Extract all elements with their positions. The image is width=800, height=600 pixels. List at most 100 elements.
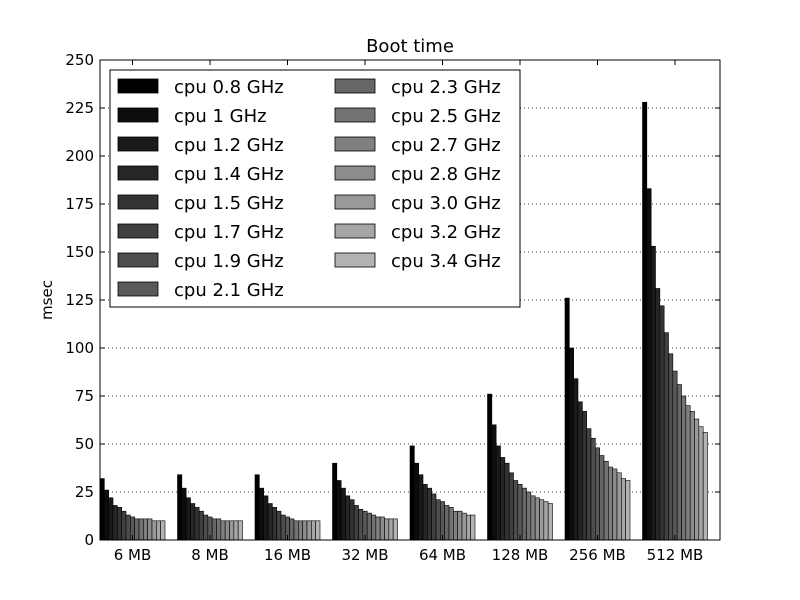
x-tick-label: 32 MB: [341, 546, 388, 564]
bar: [495, 445, 501, 541]
bar: [694, 418, 700, 541]
legend-swatch: [334, 136, 376, 152]
bar: [117, 507, 122, 541]
legend-swatch: [334, 252, 376, 268]
bar: [388, 518, 394, 541]
bar: [147, 518, 153, 541]
bar: [608, 466, 613, 541]
y-tick-label: 150: [65, 243, 94, 261]
y-tick-label: 125: [65, 291, 94, 309]
bar: [349, 499, 355, 541]
bar: [508, 472, 514, 541]
legend-swatch: [334, 223, 376, 239]
legend-label: cpu 1.2 GHz: [174, 135, 284, 156]
bar: [526, 491, 532, 541]
bar: [276, 510, 282, 541]
legend-swatch: [117, 223, 159, 239]
bar: [177, 474, 183, 541]
legend-swatch: [117, 107, 159, 123]
bar: [220, 520, 226, 541]
legend-label: cpu 2.7 GHz: [391, 135, 501, 156]
legend-swatch: [117, 136, 159, 152]
bar: [422, 484, 428, 541]
bar: [689, 411, 695, 541]
bar: [375, 516, 381, 541]
bar: [229, 520, 235, 541]
y-tick-label: 100: [65, 339, 94, 357]
legend-swatch: [117, 78, 159, 94]
bar: [517, 484, 523, 541]
bar: [99, 478, 105, 541]
x-tick-label: 64 MB: [419, 546, 466, 564]
x-tick-label: 512 MB: [647, 546, 704, 564]
x-tick-label: 8 MB: [191, 546, 229, 564]
bar: [621, 478, 626, 541]
bar: [444, 505, 450, 541]
bar: [289, 518, 295, 541]
legend-label: cpu 0.8 GHz: [174, 77, 284, 98]
bar: [181, 487, 187, 541]
y-tick-label: 75: [75, 387, 94, 405]
bar: [603, 460, 609, 541]
bar: [569, 347, 574, 541]
y-tick-label: 225: [65, 99, 94, 117]
axis-ticks: 0 25 50 75 100 125 150 175 200 225 250 6 MB 8 MB 16 M…: [65, 51, 720, 564]
bar: [138, 518, 144, 541]
bar: [698, 426, 704, 541]
bar: [409, 445, 415, 541]
bar: [668, 353, 674, 541]
bar: [573, 378, 579, 541]
bar: [491, 424, 497, 541]
y-tick-label: 0: [84, 531, 94, 549]
bar: [453, 510, 458, 541]
bar: [448, 507, 454, 541]
legend-swatch: [334, 78, 376, 94]
bar: [612, 468, 618, 541]
bar: [112, 505, 118, 541]
bar: [259, 487, 264, 541]
bar: [461, 512, 467, 541]
bar: [392, 518, 398, 541]
bar: [216, 518, 222, 541]
bar: [302, 520, 308, 541]
legend-swatch: [117, 194, 159, 210]
bar: [384, 518, 390, 541]
bar: [224, 520, 230, 541]
legend-label: cpu 1.9 GHz: [174, 251, 284, 272]
bar: [663, 332, 669, 541]
bar: [340, 487, 346, 541]
bar: [659, 305, 665, 541]
bar: [121, 510, 127, 541]
bar: [582, 411, 587, 541]
bar: [440, 501, 445, 541]
bar: [513, 480, 519, 541]
bar: [143, 518, 148, 541]
legend-box: [109, 69, 521, 308]
bar: [254, 474, 260, 541]
bar: [646, 188, 652, 541]
bar: [435, 499, 441, 541]
bar: [280, 514, 286, 541]
bar: [156, 520, 161, 541]
bar: [457, 510, 463, 541]
bar: [160, 520, 166, 541]
bar: [681, 395, 687, 541]
bar: [650, 245, 656, 541]
legend-swatch: [117, 252, 159, 268]
bar: [534, 497, 540, 541]
bar: [272, 507, 277, 541]
bar: [358, 508, 364, 541]
bar: [298, 520, 303, 541]
legend-label: cpu 1.7 GHz: [174, 222, 284, 243]
bar: [267, 503, 273, 541]
bar: [530, 495, 536, 541]
bar: [353, 505, 359, 541]
bar: [655, 288, 661, 541]
legend-label: cpu 1.4 GHz: [174, 164, 284, 185]
bar: [547, 503, 553, 541]
bar: [371, 514, 377, 541]
legend-label: cpu 1 GHz: [174, 106, 267, 127]
y-axis-label: msec: [38, 280, 56, 320]
x-tick-label: 256 MB: [569, 546, 626, 564]
legend-label: cpu 2.8 GHz: [391, 164, 501, 185]
